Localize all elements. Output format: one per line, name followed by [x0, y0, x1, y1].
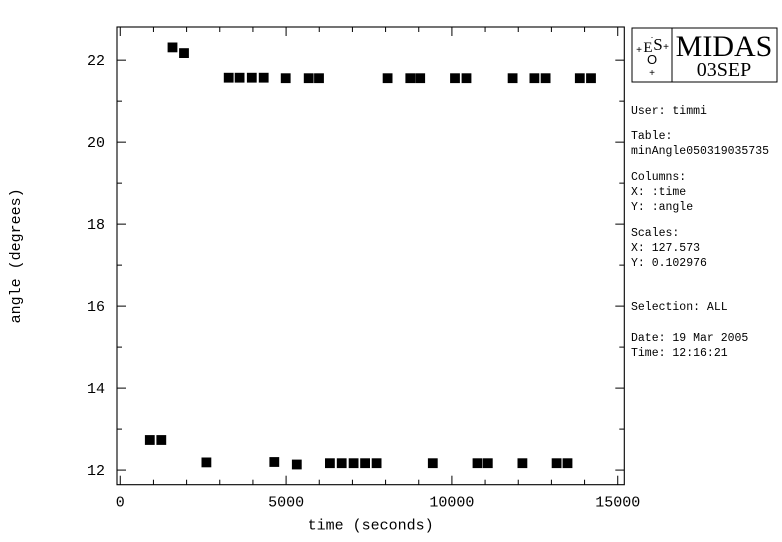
svg-text:+: +: [649, 68, 655, 79]
svg-text:Scales:: Scales:: [631, 227, 679, 240]
svg-text:Date: 19 Mar 2005: Date: 19 Mar 2005: [631, 332, 748, 345]
svg-text:O: O: [647, 52, 657, 67]
svg-text:03SEP: 03SEP: [697, 59, 751, 81]
svg-text:Selection: ALL: Selection: ALL: [631, 301, 728, 314]
svg-text:minAngle050319035735: minAngle050319035735: [631, 145, 769, 158]
svg-text:User: timmi: User: timmi: [631, 105, 707, 118]
svg-text:X: :time: X: :time: [631, 186, 686, 199]
svg-text:Time: 12:16:21: Time: 12:16:21: [631, 347, 728, 360]
svg-text:X: 127.573: X: 127.573: [631, 242, 700, 255]
svg-text:Columns:: Columns:: [631, 171, 686, 184]
svg-text:+: +: [663, 42, 669, 53]
svg-text:+: +: [636, 45, 642, 56]
svg-text:.: .: [651, 30, 654, 40]
svg-text:Y: :angle: Y: :angle: [631, 201, 693, 214]
svg-text:Table:: Table:: [631, 130, 672, 143]
svg-text:Y: 0.102976: Y: 0.102976: [631, 257, 707, 270]
